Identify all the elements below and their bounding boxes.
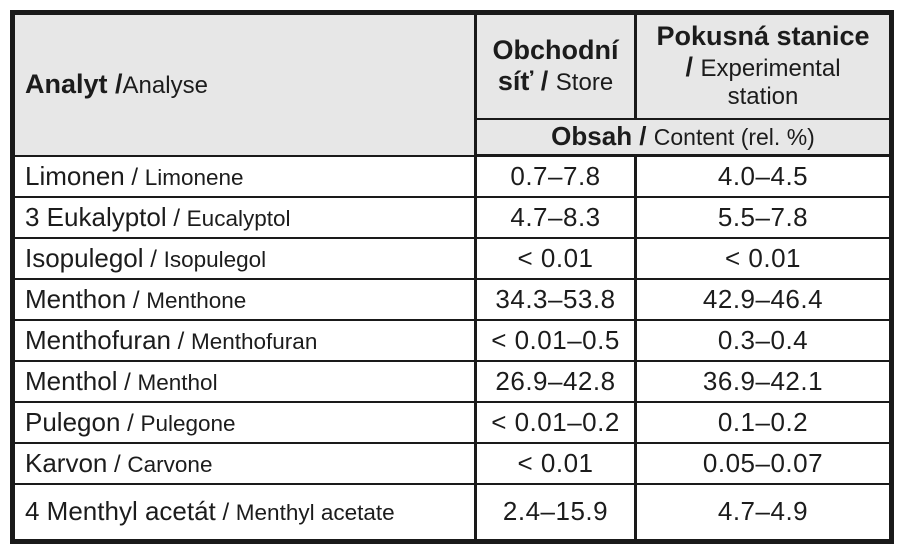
- column-header-experimental-station: Pokusná stanice / Experimental station: [634, 11, 893, 120]
- store-value: 34.3–53.8: [474, 277, 637, 321]
- table-row-eukalyptol: 3 Eukalyptol / Eucalyptol 4.7–8.3 5.5–7.…: [11, 195, 893, 239]
- analyte-name: Karvon / Carvone: [11, 441, 477, 485]
- column-header-store: Obchodní síť / Store: [474, 11, 637, 120]
- table-row-menthol: Menthol / Menthol 26.9–42.8 36.9–42.1: [11, 359, 893, 403]
- station-value: 0.3–0.4: [634, 318, 893, 362]
- store-value: 26.9–42.8: [474, 359, 637, 403]
- analyte-name: Pulegon / Pulegone: [11, 400, 477, 444]
- analyte-name: Menthofuran / Menthofuran: [11, 318, 477, 362]
- analyte-name: 4 Menthyl acetát / Menthyl acetate: [11, 482, 477, 543]
- analyte-name: Limonen / Limonene: [11, 154, 477, 198]
- column-header-content: Obsah / Content (rel. %): [474, 117, 893, 157]
- store-value: 0.7–7.8: [474, 154, 637, 198]
- station-value: < 0.01: [634, 236, 893, 280]
- station-label-czech: Pokusná stanice: [656, 21, 870, 52]
- analyte-name: Menthol / Menthol: [11, 359, 477, 403]
- analyte-name: Isopulegol / Isopulegol: [11, 236, 477, 280]
- station-value: 4.7–4.9: [634, 482, 893, 543]
- table-row-limonen: Limonen / Limonene 0.7–7.8 4.0–4.5: [11, 154, 893, 198]
- header-row-content: Obsah / Content (rel. %): [13, 117, 893, 157]
- store-label-english: Store: [555, 69, 614, 97]
- content-label-english: Content (rel. %): [653, 124, 815, 151]
- station-value: 4.0–4.5: [634, 154, 893, 198]
- station-label-english-line2: station: [727, 83, 799, 111]
- analyte-content-table: Analyt /Analyse Obchodní síť / Store Pok…: [10, 10, 894, 544]
- table-body: Limonen / Limonene 0.7–7.8 4.0–4.5 3 Euk…: [11, 154, 893, 543]
- station-value: 5.5–7.8: [634, 195, 893, 239]
- table-header: Analyt /Analyse Obchodní síť / Store Pok…: [11, 11, 893, 157]
- table-row-menthon: Menthon / Menthone 34.3–53.8 42.9–46.4: [11, 277, 893, 321]
- analyte-name: 3 Eukalyptol / Eucalyptol: [11, 195, 477, 239]
- store-value: < 0.01: [474, 441, 637, 485]
- table-row-menthyl-acetat: 4 Menthyl acetát / Menthyl acetate 2.4–1…: [11, 482, 893, 543]
- store-label-czech-line2: síť /: [497, 66, 556, 97]
- store-value: 4.7–8.3: [474, 195, 637, 239]
- store-value: < 0.01–0.5: [474, 318, 637, 362]
- table-row-menthofuran: Menthofuran / Menthofuran < 0.01–0.5 0.3…: [11, 318, 893, 362]
- table-row-karvon: Karvon / Carvone < 0.01 0.05–0.07: [11, 441, 893, 485]
- content-label-czech: Obsah /: [551, 121, 654, 152]
- store-label-czech-line1: Obchodní: [492, 35, 619, 66]
- analyt-label-english: Analyse: [122, 72, 208, 100]
- analyte-name: Menthon / Menthone: [11, 277, 477, 321]
- header-row-main: Analyt /Analyse Obchodní síť / Store Pok…: [11, 11, 893, 157]
- station-value: 42.9–46.4: [634, 277, 893, 321]
- column-header-analyt: Analyt /Analyse: [11, 11, 477, 157]
- station-label-english-line1: Experimental: [700, 55, 841, 83]
- table-row-pulegon: Pulegon / Pulegone < 0.01–0.2 0.1–0.2: [11, 400, 893, 444]
- store-value: < 0.01: [474, 236, 637, 280]
- table-row-isopulegol: Isopulegol / Isopulegol < 0.01 < 0.01: [11, 236, 893, 280]
- analyt-label-czech: Analyt /: [25, 69, 123, 100]
- station-value: 0.05–0.07: [634, 441, 893, 485]
- store-value: < 0.01–0.2: [474, 400, 637, 444]
- store-value: 2.4–15.9: [474, 482, 637, 543]
- station-label-separator: /: [685, 52, 701, 83]
- station-value: 0.1–0.2: [634, 400, 893, 444]
- station-value: 36.9–42.1: [634, 359, 893, 403]
